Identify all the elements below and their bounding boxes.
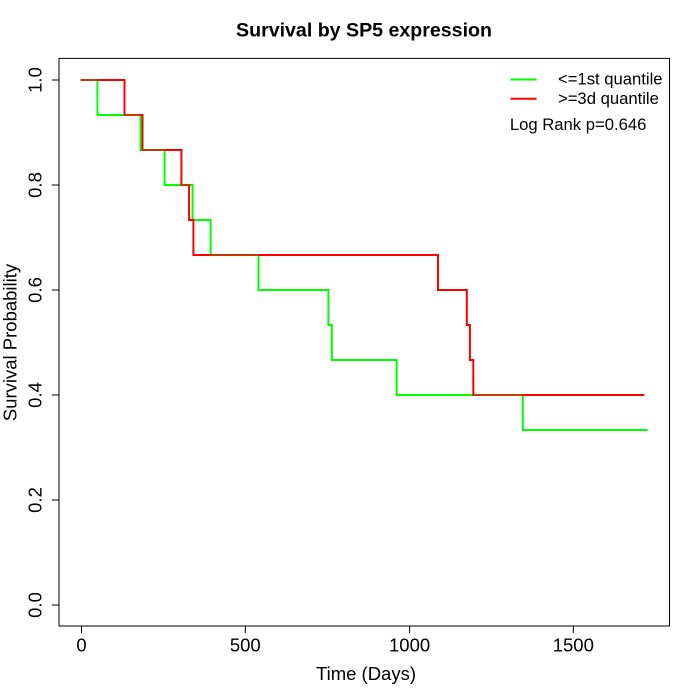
- svg-text:0.0: 0.0: [25, 592, 46, 618]
- svg-text:Log Rank p=0.646: Log Rank p=0.646: [510, 115, 646, 134]
- svg-text:>=3d quantile: >=3d quantile: [558, 89, 659, 108]
- svg-text:1.0: 1.0: [25, 67, 46, 93]
- svg-text:1500: 1500: [553, 634, 594, 655]
- svg-text:0.8: 0.8: [25, 172, 46, 198]
- svg-text:0.2: 0.2: [25, 487, 46, 513]
- svg-text:Survival Probability: Survival Probability: [0, 263, 21, 421]
- svg-text:0: 0: [76, 634, 86, 655]
- svg-text:Time (Days): Time (Days): [316, 663, 416, 684]
- svg-text:1000: 1000: [389, 634, 430, 655]
- svg-text:<=1st quantile: <=1st quantile: [558, 70, 663, 89]
- svg-text:0.6: 0.6: [25, 277, 46, 303]
- svg-text:0.4: 0.4: [25, 382, 46, 408]
- svg-text:Survival by SP5 expression: Survival by SP5 expression: [236, 19, 492, 41]
- svg-text:500: 500: [230, 634, 261, 655]
